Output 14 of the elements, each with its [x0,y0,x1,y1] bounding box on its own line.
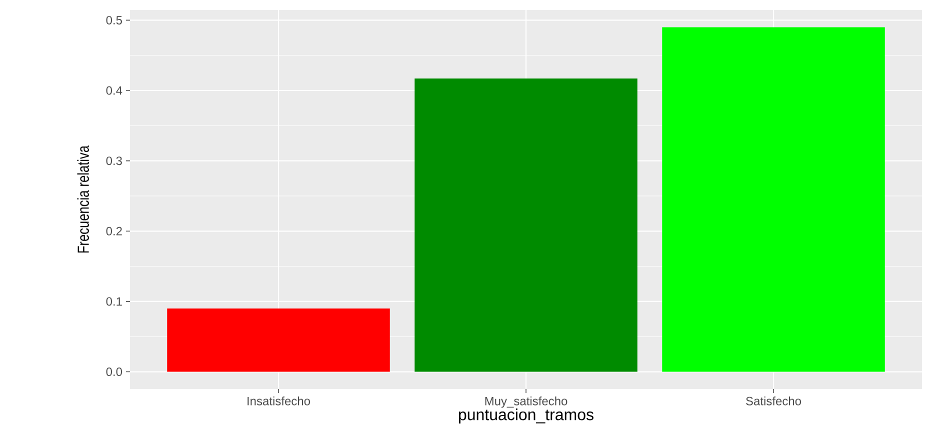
x-axis-title: puntuacion_tramos [458,408,594,424]
bar [662,27,885,372]
y-tick-label: 0.0 [106,368,122,376]
bar [167,308,390,372]
y-tick-label: 0.5 [106,16,122,24]
x-tick-label: Satisfecho [746,396,802,406]
y-tick-label: 0.3 [106,156,122,166]
y-tick-label: 0.4 [106,86,122,95]
y-tick-label: 0.1 [106,297,122,306]
bar [414,78,638,372]
x-tick-label: Insatisfecho [248,396,310,406]
y-axis-title: Frecuencia relativa [77,145,89,253]
x-tick-label: Muy_satisfecho [485,396,568,408]
y-tick-label: 0.2 [106,226,122,236]
